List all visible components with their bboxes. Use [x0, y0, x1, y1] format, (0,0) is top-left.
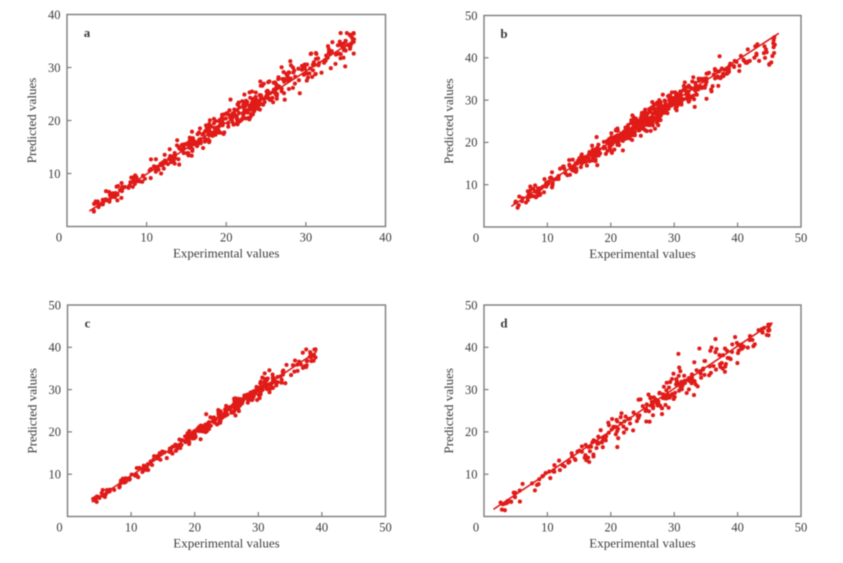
- svg-text:c: c: [85, 316, 91, 331]
- svg-text:10: 10: [465, 178, 478, 192]
- svg-text:50: 50: [49, 298, 62, 312]
- svg-text:0: 0: [56, 231, 62, 245]
- svg-text:Predicted values: Predicted values: [441, 368, 456, 454]
- svg-text:Experimental values: Experimental values: [589, 246, 696, 261]
- svg-text:50: 50: [379, 521, 392, 535]
- svg-text:30: 30: [300, 231, 313, 245]
- svg-text:40: 40: [379, 231, 392, 245]
- svg-text:40: 40: [49, 341, 62, 355]
- svg-text:10: 10: [125, 521, 138, 535]
- svg-text:Predicted values: Predicted values: [441, 78, 456, 164]
- svg-text:40: 40: [48, 8, 61, 22]
- svg-text:40: 40: [731, 231, 744, 245]
- svg-text:20: 20: [605, 231, 618, 245]
- svg-text:b: b: [500, 26, 507, 41]
- svg-text:a: a: [84, 25, 91, 40]
- svg-text:30: 30: [252, 521, 265, 535]
- svg-text:30: 30: [668, 231, 681, 245]
- svg-text:Predicted values: Predicted values: [24, 78, 39, 164]
- svg-text:20: 20: [465, 425, 478, 439]
- svg-text:50: 50: [795, 231, 808, 245]
- svg-text:50: 50: [465, 9, 478, 23]
- svg-text:50: 50: [795, 521, 808, 535]
- svg-text:0: 0: [473, 231, 479, 245]
- svg-text:20: 20: [465, 136, 478, 150]
- svg-text:30: 30: [668, 521, 681, 535]
- svg-text:d: d: [500, 316, 508, 331]
- svg-text:30: 30: [49, 383, 62, 397]
- svg-text:0: 0: [56, 521, 62, 535]
- svg-text:40: 40: [465, 51, 478, 65]
- svg-text:10: 10: [140, 231, 153, 245]
- svg-text:Predicted values: Predicted values: [25, 368, 40, 454]
- svg-text:10: 10: [49, 468, 62, 482]
- svg-text:0: 0: [473, 521, 479, 535]
- svg-text:20: 20: [605, 521, 618, 535]
- svg-text:20: 20: [188, 521, 201, 535]
- svg-text:Experimental values: Experimental values: [173, 536, 280, 551]
- svg-text:30: 30: [465, 383, 478, 397]
- svg-text:10: 10: [465, 468, 478, 482]
- svg-text:40: 40: [316, 521, 329, 535]
- svg-text:30: 30: [465, 93, 478, 107]
- svg-text:20: 20: [49, 425, 62, 439]
- svg-text:Experimental values: Experimental values: [173, 246, 280, 261]
- svg-text:40: 40: [465, 341, 478, 355]
- svg-text:40: 40: [731, 521, 744, 535]
- svg-text:10: 10: [541, 521, 554, 535]
- svg-text:Experimental values: Experimental values: [589, 536, 696, 551]
- svg-text:10: 10: [541, 231, 554, 245]
- svg-text:10: 10: [48, 167, 61, 181]
- svg-text:20: 20: [220, 231, 233, 245]
- svg-text:30: 30: [48, 61, 61, 75]
- svg-text:20: 20: [48, 114, 61, 128]
- svg-text:50: 50: [465, 298, 478, 312]
